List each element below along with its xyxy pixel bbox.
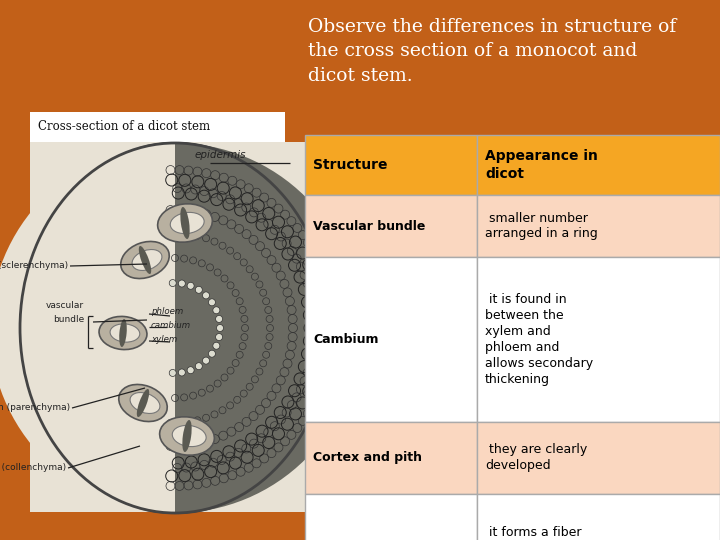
Bar [305, 135, 477, 195]
Text: Observe the differences in structure of
the cross section of a monocot and
dicot: Observe the differences in structure of … [308, 18, 676, 85]
Text: Appearance in
dicot: Appearance in dicot [485, 150, 598, 181]
Circle shape [213, 342, 220, 349]
Circle shape [169, 280, 176, 287]
Circle shape [208, 350, 215, 357]
Ellipse shape [170, 212, 204, 234]
Circle shape [217, 325, 223, 332]
Ellipse shape [20, 143, 330, 513]
Circle shape [187, 282, 194, 289]
Text: they are clearly
developed: they are clearly developed [485, 443, 588, 472]
Ellipse shape [132, 249, 162, 271]
Wedge shape [0, 143, 175, 513]
Text: Vascular bundle: Vascular bundle [313, 219, 426, 233]
Bar [477, 195, 720, 257]
Ellipse shape [120, 319, 127, 347]
Circle shape [202, 292, 210, 299]
Bar [477, 135, 720, 195]
Text: Structure: Structure [313, 158, 387, 172]
Ellipse shape [158, 204, 212, 242]
Text: vascular: vascular [46, 301, 84, 310]
Ellipse shape [172, 426, 206, 447]
Text: xylem: xylem [151, 335, 177, 345]
Bar [305, 494, 477, 540]
Text: smaller number
arranged in a ring: smaller number arranged in a ring [485, 212, 598, 240]
Bar [305, 195, 477, 257]
Text: it forms a fiber
cap atop the
phloem: it forms a fiber cap atop the phloem [485, 525, 582, 540]
Bar [477, 257, 720, 422]
Ellipse shape [121, 241, 169, 279]
Text: pith (parenchyma): pith (parenchyma) [0, 403, 70, 413]
Bar [30, 142, 305, 512]
Text: bundle: bundle [53, 315, 84, 325]
Circle shape [215, 315, 222, 322]
Circle shape [213, 307, 220, 314]
Text: cortex (collenchyma): cortex (collenchyma) [0, 463, 66, 472]
Ellipse shape [119, 384, 167, 422]
Text: it is found in
between the
xylem and
phloem and
allows secondary
thickening: it is found in between the xylem and phl… [485, 293, 593, 386]
Ellipse shape [180, 207, 189, 239]
Ellipse shape [182, 420, 192, 452]
Text: cambium: cambium [151, 321, 191, 329]
Circle shape [195, 363, 202, 370]
Circle shape [215, 334, 222, 341]
Ellipse shape [139, 246, 151, 274]
Bar [30, 112, 285, 142]
Wedge shape [175, 143, 360, 513]
Text: fiber cap (sclerenchyma): fiber cap (sclerenchyma) [0, 261, 68, 271]
Circle shape [169, 369, 176, 376]
Bar [477, 422, 720, 494]
Text: phloem: phloem [151, 307, 184, 316]
Bar [477, 494, 720, 540]
Ellipse shape [160, 417, 215, 455]
Ellipse shape [110, 324, 140, 342]
Bar [305, 257, 477, 422]
Text: Cross-section of a dicot stem: Cross-section of a dicot stem [38, 120, 210, 133]
Text: Cortex and pith: Cortex and pith [313, 451, 422, 464]
Circle shape [202, 357, 210, 364]
Ellipse shape [99, 316, 147, 349]
Circle shape [208, 299, 215, 306]
Ellipse shape [130, 393, 160, 414]
Text: Cambium: Cambium [313, 333, 379, 346]
Circle shape [179, 369, 185, 376]
Circle shape [187, 367, 194, 374]
Circle shape [195, 286, 202, 293]
Bar [305, 422, 477, 494]
Text: epidermis: epidermis [195, 150, 246, 160]
Circle shape [179, 280, 185, 287]
Ellipse shape [137, 389, 149, 417]
